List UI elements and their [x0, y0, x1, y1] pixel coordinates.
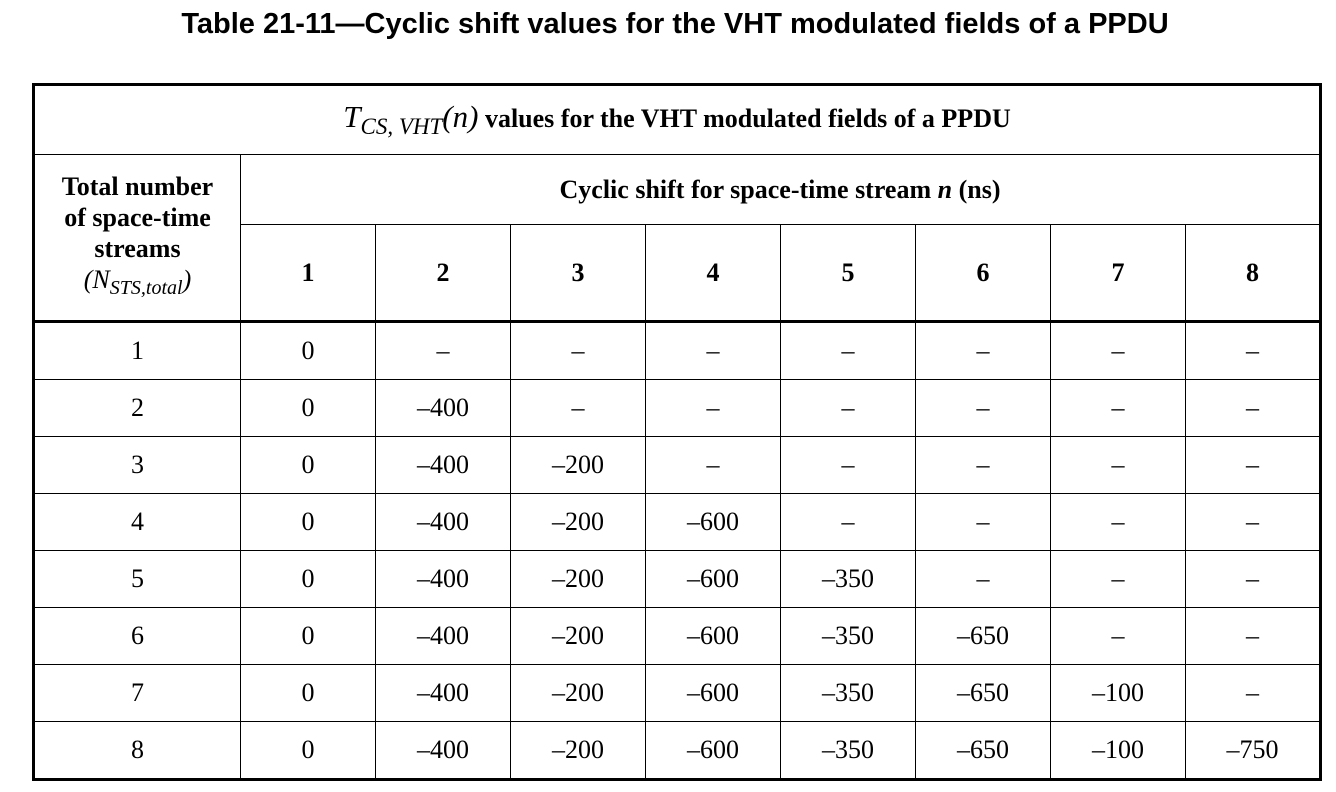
table-row: 3 0 –400 –200 – – – – – [33, 436, 1321, 494]
table-caption: Table 21-11—Cyclic shift values for the … [181, 8, 1169, 40]
table-cell: – [915, 436, 1051, 494]
table-cell: –600 [645, 721, 781, 780]
table-cell: – [915, 550, 1051, 608]
table-cell: –650 [915, 664, 1051, 722]
table-row: 2 0 –400 – – – – – – [33, 379, 1321, 437]
row-label: 2 [33, 379, 241, 437]
column-header: 8 [1185, 224, 1321, 322]
table-cell: –350 [780, 550, 916, 608]
column-header: 4 [645, 224, 781, 322]
table-cell: –350 [780, 721, 916, 780]
column-header: 1 [240, 224, 376, 322]
table-cell: 0 [240, 607, 376, 665]
table-cell: –200 [510, 493, 646, 551]
table-row: 5 0 –400 –200 –600 –350 – – – [33, 550, 1321, 608]
table-cell: – [1185, 493, 1321, 551]
table-cell: – [510, 321, 646, 380]
table-cell: –200 [510, 721, 646, 780]
column-header: 2 [375, 224, 511, 322]
table-cell: – [1185, 379, 1321, 437]
table-cell: – [1050, 321, 1186, 380]
table-cell: –350 [780, 664, 916, 722]
table-cell: –650 [915, 721, 1051, 780]
cyclic-shift-super-header: Cyclic shift for space-time stream n (ns… [240, 154, 1321, 225]
tcs-symbol: TCS, VHT(n) [343, 99, 479, 140]
table-cell: – [1050, 607, 1186, 665]
table-cell: –750 [1185, 721, 1321, 780]
row-label: 3 [33, 436, 241, 494]
table-cell: 0 [240, 436, 376, 494]
table-cell: 0 [240, 493, 376, 551]
table-cell: – [645, 379, 781, 437]
table-cell: – [1050, 436, 1186, 494]
table-cell: 0 [240, 664, 376, 722]
table-cell: –600 [645, 607, 781, 665]
row-label: 4 [33, 493, 241, 551]
table-cell: – [1185, 436, 1321, 494]
table-cell: –600 [645, 493, 781, 551]
row-label: 8 [33, 721, 241, 780]
column-header-row: 1 2 3 4 5 6 7 8 [33, 224, 1321, 322]
table-cell: –400 [375, 436, 511, 494]
table-cell: – [510, 379, 646, 437]
column-header: 7 [1050, 224, 1186, 322]
row-label: 7 [33, 664, 241, 722]
table-cell: 0 [240, 550, 376, 608]
table-cell: – [1185, 321, 1321, 380]
table-cell: –200 [510, 664, 646, 722]
table-cell: –100 [1050, 721, 1186, 780]
row-label: 5 [33, 550, 241, 608]
table-cell: –350 [780, 607, 916, 665]
table-cell: –400 [375, 550, 511, 608]
table-cell: –200 [510, 550, 646, 608]
table-cell: –400 [375, 664, 511, 722]
table-cell: –400 [375, 721, 511, 780]
row-header-cell: Total number of space-time streams (NSTS… [33, 154, 241, 322]
table-cell: –650 [915, 607, 1051, 665]
table-row: 7 0 –400 –200 –600 –350 –650 –100 – [33, 664, 1321, 722]
table-cell: –400 [375, 493, 511, 551]
column-header: 6 [915, 224, 1051, 322]
table-cell: – [780, 436, 916, 494]
table-cell: – [1185, 607, 1321, 665]
column-header: 5 [780, 224, 916, 322]
table-cell: –400 [375, 379, 511, 437]
table-cell: –600 [645, 550, 781, 608]
cyclic-shift-table: TCS, VHT(n) values for the VHT modulated… [32, 83, 1322, 781]
table-row: 6 0 –400 –200 –600 –350 –650 – – [33, 607, 1321, 665]
table-cell: – [780, 379, 916, 437]
table-cell: – [645, 321, 781, 380]
table-title-text: values for the VHT modulated fields of a… [484, 104, 1011, 134]
table-cell: – [1185, 664, 1321, 722]
table-cell: 0 [240, 379, 376, 437]
table-cell: – [1050, 550, 1186, 608]
table-cell: –200 [510, 436, 646, 494]
table-cell: – [375, 321, 511, 380]
table-row: 1 0 – – – – – – – [33, 321, 1321, 380]
column-header: 3 [510, 224, 646, 322]
row-label: 6 [33, 607, 241, 665]
table-cell: – [915, 321, 1051, 380]
table-cell: – [915, 379, 1051, 437]
table-cell: –100 [1050, 664, 1186, 722]
table-cell: – [1185, 550, 1321, 608]
table-cell: – [780, 321, 916, 380]
table-cell: – [915, 493, 1051, 551]
table-row: 4 0 –400 –200 –600 – – – – [33, 493, 1321, 551]
table-cell: – [1050, 493, 1186, 551]
table-cell: –600 [645, 664, 781, 722]
table-cell: – [1050, 379, 1186, 437]
table-cell: 0 [240, 321, 376, 380]
table-cell: 0 [240, 721, 376, 780]
table-cell: – [645, 436, 781, 494]
table-cell: – [780, 493, 916, 551]
nsts-total-symbol: (NSTS,total) [83, 264, 192, 300]
table-title-cell: TCS, VHT(n) values for the VHT modulated… [33, 84, 1321, 155]
table-cell: –200 [510, 607, 646, 665]
table-row: 8 0 –400 –200 –600 –350 –650 –100 –750 [33, 721, 1321, 780]
row-label: 1 [33, 321, 241, 380]
table-cell: –400 [375, 607, 511, 665]
